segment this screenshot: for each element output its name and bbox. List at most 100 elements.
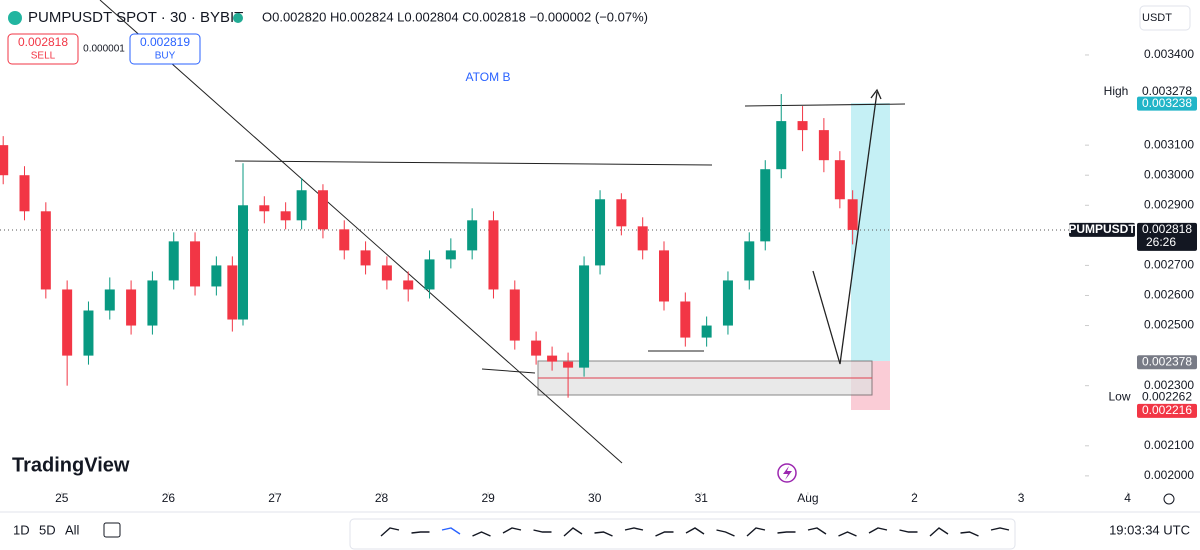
y-tick-label: 0.002600	[1144, 288, 1194, 302]
tool-icon[interactable]	[380, 527, 400, 537]
tool-icon[interactable]	[472, 531, 491, 537]
y-tick-label: 0.002900	[1144, 197, 1194, 211]
candle-body	[168, 241, 179, 281]
event-icon[interactable]	[777, 463, 797, 483]
price-badge	[1137, 403, 1197, 418]
tool-icon[interactable]	[777, 531, 796, 534]
tool-icon[interactable]	[746, 527, 766, 537]
x-tick-label: 28	[375, 491, 389, 505]
resistance-line	[234, 160, 713, 166]
candle-body	[637, 226, 648, 251]
candle-body	[62, 289, 73, 356]
candle-body	[403, 280, 414, 290]
date-range-icon[interactable]	[103, 522, 121, 538]
tool-icon[interactable]	[929, 527, 949, 537]
candle-body	[467, 220, 478, 251]
candle-body	[616, 199, 627, 227]
price-badge	[1137, 84, 1197, 99]
x-tick-label: 25	[55, 491, 69, 505]
tool-icon[interactable]	[624, 527, 644, 531]
tool-icon[interactable]	[868, 527, 888, 534]
tool-icon[interactable]	[441, 527, 461, 535]
y-tick-label: 0.002300	[1144, 378, 1194, 392]
arrow-head	[870, 88, 882, 100]
x-tick-label: 2	[911, 491, 918, 505]
countdown: 26:26	[1146, 235, 1176, 249]
price-badge-label: 0.002378	[1142, 354, 1192, 368]
symbol[interactable]: PUMPUSDT SPOT · 30 · BYBIT	[28, 9, 243, 26]
candle-body	[847, 199, 858, 230]
y-tick-label: 0.003000	[1144, 167, 1194, 181]
candle-body	[445, 250, 456, 260]
tool-icon[interactable]	[594, 531, 613, 537]
candle-body	[339, 229, 350, 251]
tool-icon[interactable]	[685, 527, 705, 535]
drawing-toolbar	[349, 518, 1016, 550]
candle-body	[776, 121, 787, 170]
projection-path	[812, 91, 878, 365]
support-line	[481, 368, 536, 374]
settings-icon[interactable]	[1163, 493, 1175, 505]
candle-body	[296, 190, 307, 221]
price-badge-name-box	[1104, 390, 1135, 405]
candle-body	[547, 355, 558, 362]
price-badge	[1137, 390, 1197, 405]
candle-body	[563, 361, 574, 368]
candle-body	[722, 280, 733, 326]
x-tick-label: 27	[268, 491, 282, 505]
tool-icon[interactable]	[533, 529, 552, 533]
annotation: ATOM B	[466, 70, 511, 84]
price-badge-name: Low	[1108, 389, 1130, 403]
sell-button[interactable]	[7, 33, 79, 65]
buy-button[interactable]	[129, 33, 201, 65]
candle-body	[424, 259, 435, 290]
candle-body	[834, 160, 845, 200]
tool-icon[interactable]	[502, 527, 522, 534]
candle-body	[317, 190, 328, 230]
tool-icon[interactable]	[655, 531, 674, 537]
tool-icon[interactable]	[960, 531, 979, 537]
x-tick-label: 26	[162, 491, 176, 505]
candle-body	[360, 250, 371, 266]
event-bolt	[783, 466, 792, 480]
tool-icon[interactable]	[716, 529, 735, 537]
price-badge-label: 0.003238	[1142, 96, 1192, 110]
clock: 19:03:34 UTC	[1109, 522, 1190, 537]
x-tick-label: 30	[588, 491, 602, 505]
y-tick-label: 0.002000	[1144, 468, 1194, 482]
tool-icon[interactable]	[838, 531, 857, 537]
spread: 0.000001	[83, 44, 125, 55]
candle-body	[19, 175, 30, 212]
tool-icon[interactable]	[411, 531, 430, 534]
tool-icon[interactable]	[899, 529, 918, 533]
candle-body	[0, 145, 9, 176]
tool-icon[interactable]	[563, 527, 583, 537]
y-tick-label: 0.002500	[1144, 318, 1194, 332]
candle-body	[381, 265, 392, 281]
price-badge-label: 0.003278	[1142, 84, 1192, 98]
exchange-icon	[8, 11, 22, 25]
tool-icon[interactable]	[990, 527, 1010, 531]
candle-body	[818, 130, 829, 161]
x-tick-label: 31	[695, 491, 709, 505]
currency: USDT	[1142, 12, 1172, 24]
candle-body	[680, 301, 691, 338]
range[interactable]: All	[65, 522, 80, 537]
range[interactable]: 5D	[39, 522, 56, 537]
sell-label: SELL	[31, 51, 56, 62]
candle-body	[104, 289, 115, 311]
x-tick-label: 4	[1124, 491, 1131, 505]
currency-button[interactable]	[1139, 5, 1191, 31]
candle-body	[509, 289, 520, 341]
range[interactable]: 1D	[13, 522, 30, 537]
price-badge-label: 0.002262	[1142, 389, 1192, 403]
toolbar-frame	[349, 518, 1016, 550]
tool-icon[interactable]	[807, 527, 827, 535]
price-badge	[1137, 222, 1197, 251]
candle-body	[238, 205, 249, 320]
price-badge-name: PUMPUSDT	[1068, 222, 1136, 236]
sell-price: 0.002818	[18, 35, 68, 49]
price-badge-label: 0.002818	[1142, 222, 1192, 236]
buy-price: 0.002819	[140, 35, 190, 49]
